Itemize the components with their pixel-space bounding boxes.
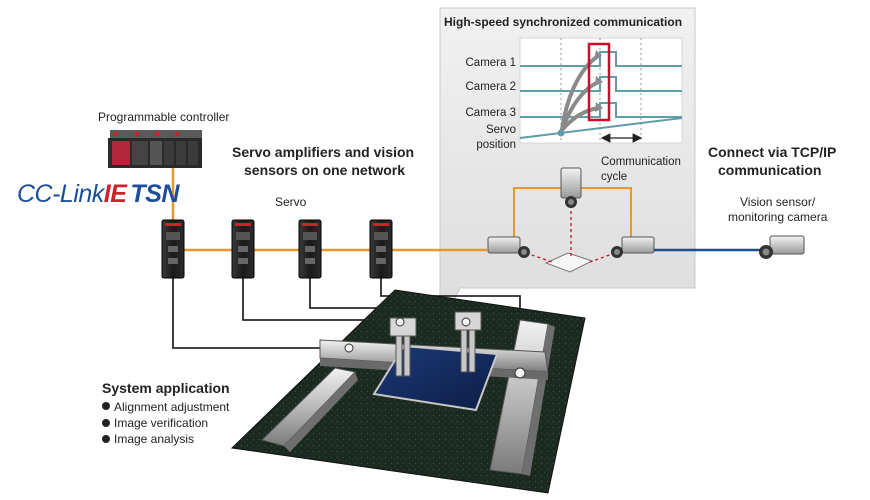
camera-top (560, 167, 582, 208)
x-axis-head-left (389, 317, 417, 377)
plc-unit (108, 130, 202, 168)
servo-position-line (519, 117, 683, 139)
tcp-headline-1: Connect via TCP/IP (708, 144, 836, 160)
system-app-title: System application (102, 380, 230, 396)
left-rail-side (284, 372, 358, 452)
cc-link-ie-tsn-logo: CC-LinkIE TSN (17, 180, 180, 208)
servo-headline-1: Servo amplifiers and vision (232, 144, 414, 160)
sync-arrow-2 (560, 80, 599, 131)
sync-highlight-box (587, 42, 611, 122)
servo-cable-2 (242, 278, 400, 321)
bullet (102, 419, 110, 427)
camera1-label: Camera 1 (466, 57, 517, 69)
sync-arrow-3-head (595, 102, 603, 112)
camera-right (611, 236, 655, 258)
camera-left (487, 236, 530, 258)
camera3-label: Camera 3 (466, 107, 517, 119)
logo-part-tsn: TSN (130, 180, 180, 208)
logo-part-cclink: CC-Link (17, 180, 106, 208)
servo-amplifier-3 (298, 219, 322, 279)
servo-amplifier-4 (369, 219, 393, 279)
servo-motor-left (344, 343, 354, 353)
servo-position-dot (557, 129, 565, 137)
bullet (102, 402, 110, 410)
sync-arrow-1-head (594, 50, 602, 60)
sync-arrow-3 (560, 106, 599, 132)
servo-amplifier-2 (231, 219, 255, 279)
system-app-item: Image analysis (114, 432, 194, 446)
servo-position-label-1: Servo (486, 124, 516, 136)
servo-position-label-2: position (476, 139, 516, 151)
camera-beam-left (525, 252, 553, 263)
logo-part-ie: IE (104, 180, 128, 208)
sync-title: High-speed synchronized communication (444, 15, 682, 29)
comm-cycle-label-1: Communication (601, 156, 681, 168)
x-axis-head-right (454, 311, 482, 373)
tcp-headline-2: communication (718, 162, 821, 178)
camera-beam-right (589, 252, 616, 263)
servo-label: Servo (275, 195, 307, 209)
sync-panel: High-speed synchronized communication Ca… (439, 7, 696, 331)
system-app-item: Alignment adjustment (114, 400, 230, 414)
system-app-item: Image verification (114, 416, 208, 430)
servo-cable-1 (172, 278, 345, 349)
sync-arrow-2-head (595, 76, 603, 86)
servo-headline-2: sensors on one network (244, 162, 405, 178)
vision-label-2: monitoring camera (728, 210, 828, 224)
servo-amplifier-1 (161, 219, 185, 279)
comm-cycle-label-2: cycle (601, 171, 627, 183)
plc-label: Programmable controller (98, 110, 229, 124)
vision-label-1: Vision sensor/ (740, 195, 816, 209)
vision-sensor-camera (759, 235, 805, 259)
bullet (102, 435, 110, 443)
camera2-label: Camera 2 (466, 81, 517, 93)
servo-motor-right (514, 367, 526, 379)
stage-machine (230, 289, 586, 494)
